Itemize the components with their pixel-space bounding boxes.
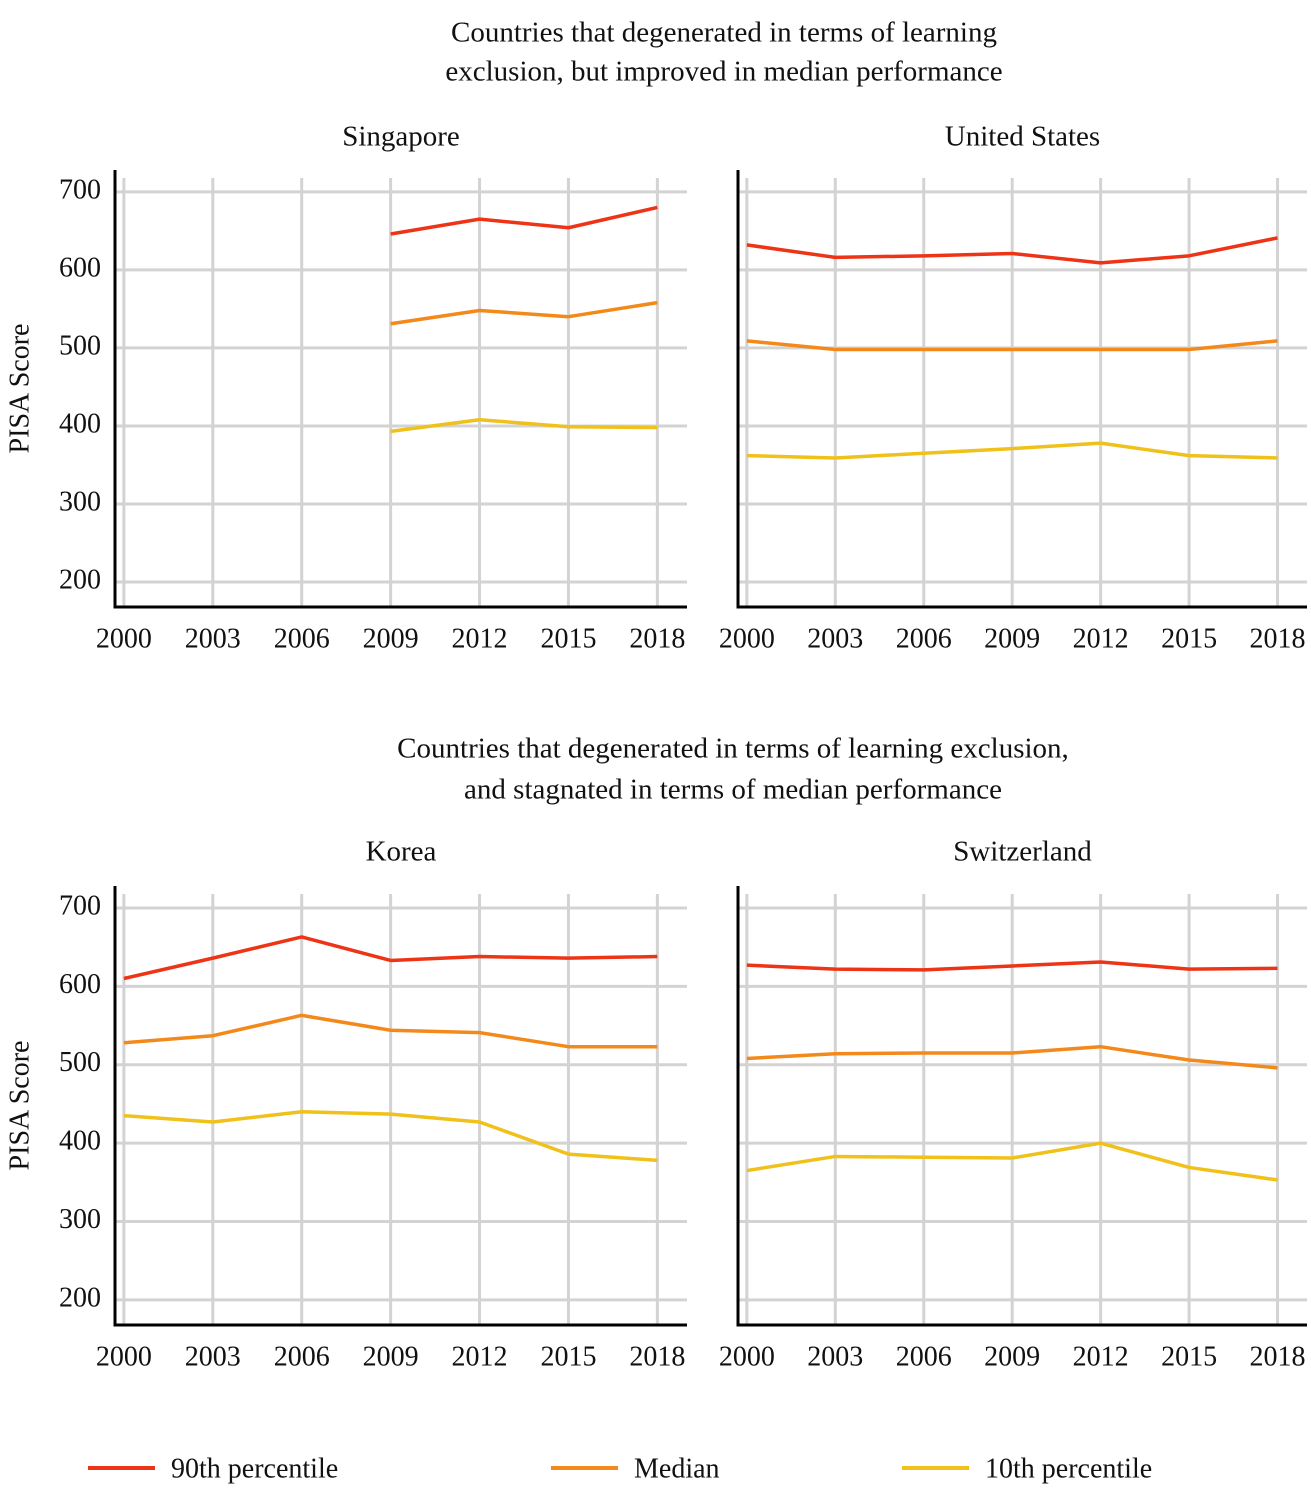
series-line bbox=[123, 935, 658, 981]
x-tick-label: 2009 bbox=[363, 1341, 419, 1372]
panel-title: United States bbox=[945, 121, 1100, 153]
panel-title: Switzerland bbox=[953, 836, 1092, 868]
series-line bbox=[123, 1110, 658, 1163]
y-axis-label: PISA Score bbox=[4, 324, 35, 454]
x-tick-label: 2000 bbox=[96, 623, 152, 654]
x-tick-label: 2018 bbox=[1250, 1341, 1306, 1372]
legend-label: 10th percentile bbox=[985, 1453, 1152, 1484]
x-tick-label: 2003 bbox=[185, 623, 241, 654]
x-tick-label: 2015 bbox=[540, 1341, 596, 1372]
y-tick-label: 200 bbox=[59, 564, 101, 595]
x-tick-label: 2018 bbox=[629, 1341, 685, 1372]
x-tick-label: 2009 bbox=[984, 1341, 1040, 1372]
series-line bbox=[390, 205, 658, 236]
x-tick-label: 2015 bbox=[1161, 1341, 1217, 1372]
section-heading: Countries that degenerated in terms of l… bbox=[397, 733, 1069, 765]
series-line bbox=[746, 1044, 1278, 1070]
x-tick-label: 2006 bbox=[896, 1341, 952, 1372]
y-tick-label: 500 bbox=[59, 330, 101, 361]
section-heading: exclusion, but improved in median perfor… bbox=[445, 56, 1002, 88]
y-tick-label: 200 bbox=[59, 1282, 101, 1313]
panel-title: Singapore bbox=[342, 121, 460, 153]
x-tick-label: 2003 bbox=[807, 623, 863, 654]
y-tick-label: 700 bbox=[59, 890, 101, 921]
y-tick-label: 700 bbox=[59, 174, 101, 205]
series-line bbox=[390, 417, 658, 434]
x-tick-label: 2018 bbox=[1250, 623, 1306, 654]
x-tick-label: 2006 bbox=[274, 623, 330, 654]
x-tick-label: 2009 bbox=[984, 623, 1040, 654]
panel-title: Korea bbox=[366, 836, 437, 868]
x-tick-label: 2009 bbox=[363, 623, 419, 654]
legend-label: Median bbox=[634, 1453, 720, 1484]
y-tick-label: 500 bbox=[59, 1047, 101, 1078]
x-tick-label: 2000 bbox=[719, 623, 775, 654]
x-tick-label: 2015 bbox=[540, 623, 596, 654]
section-heading: and stagnated in terms of median perform… bbox=[464, 774, 1002, 806]
series-line bbox=[746, 960, 1278, 972]
legend-label: 90th percentile bbox=[171, 1453, 338, 1484]
y-tick-label: 300 bbox=[59, 486, 101, 517]
x-tick-label: 2018 bbox=[629, 623, 685, 654]
series-line bbox=[390, 300, 658, 326]
series-line bbox=[746, 236, 1278, 265]
y-tick-label: 600 bbox=[59, 969, 101, 1000]
x-tick-label: 2000 bbox=[719, 1341, 775, 1372]
x-tick-label: 2000 bbox=[96, 1341, 152, 1372]
section-heading: Countries that degenerated in terms of l… bbox=[451, 17, 997, 49]
y-axis-label: PISA Score bbox=[4, 1041, 35, 1171]
x-tick-label: 2003 bbox=[185, 1341, 241, 1372]
y-tick-label: 300 bbox=[59, 1204, 101, 1235]
x-tick-label: 2012 bbox=[452, 1341, 508, 1372]
y-tick-label: 400 bbox=[59, 1126, 101, 1157]
x-tick-label: 2003 bbox=[807, 1341, 863, 1372]
series-line bbox=[746, 441, 1278, 460]
y-tick-label: 400 bbox=[59, 408, 101, 439]
series-line bbox=[746, 339, 1278, 352]
x-tick-label: 2015 bbox=[1161, 623, 1217, 654]
series-line bbox=[123, 1013, 658, 1049]
x-tick-label: 2012 bbox=[452, 623, 508, 654]
x-tick-label: 2012 bbox=[1073, 1341, 1129, 1372]
y-tick-label: 600 bbox=[59, 252, 101, 283]
x-tick-label: 2012 bbox=[1073, 623, 1129, 654]
series-line bbox=[746, 1141, 1278, 1182]
x-tick-label: 2006 bbox=[274, 1341, 330, 1372]
x-tick-label: 2006 bbox=[896, 623, 952, 654]
